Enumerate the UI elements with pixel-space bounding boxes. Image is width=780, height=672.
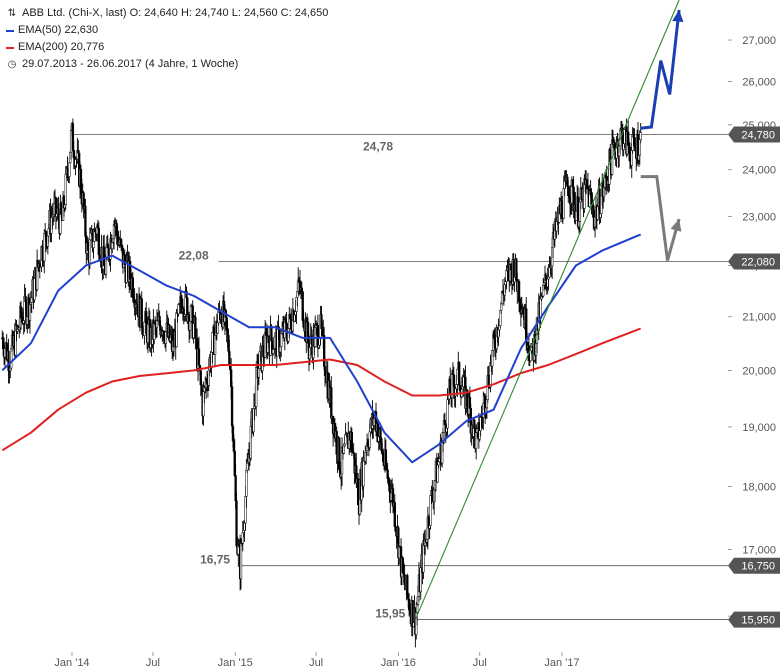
bearish-arrow [640, 175, 681, 261]
bearish-arrow-head [670, 218, 682, 232]
price-bar-body [517, 281, 521, 303]
price-tag-label: 15,950 [741, 615, 775, 627]
price-bar-body [343, 443, 346, 447]
price-bar-body [197, 348, 201, 366]
x-tick-label: Jan '16 [381, 657, 416, 669]
clock-icon: ◷ [7, 59, 17, 70]
price-bar-body [43, 233, 46, 262]
price-bar-body [338, 437, 341, 470]
price-bar-body [639, 132, 642, 140]
price-tag-label: 16,750 [741, 561, 775, 573]
price-tag [728, 126, 780, 143]
price-tag-label: 22,080 [741, 257, 775, 269]
ema50-line [1, 233, 642, 464]
ema50-swatch [6, 29, 14, 32]
price-bar-body [335, 430, 338, 455]
x-tick-label: Jan '17 [544, 657, 579, 669]
legend-ema200-text: EMA(200) 20,776 [18, 41, 105, 53]
price-tag-label: 24,780 [741, 130, 775, 142]
price-tag [728, 253, 780, 270]
price-bar-body [245, 469, 248, 497]
candlestick-icon: ⇅ [7, 8, 17, 19]
x-tick-label: Jul [146, 657, 160, 669]
y-tick-label: 18,000 [742, 481, 776, 493]
y-tick-label: 19,000 [742, 422, 776, 434]
price-bar-body [88, 239, 92, 264]
y-tick-label: 17,000 [742, 544, 776, 556]
price-bar-body [44, 231, 48, 241]
price-bar-body [473, 419, 476, 429]
bullish-arrow [640, 9, 681, 130]
price-bar-body [230, 386, 234, 427]
price-bar-body [406, 575, 409, 595]
legend-range-row: ◷ 29.07.2013 - 26.06.2017 (4 Jahre, 1 Wo… [6, 56, 328, 73]
legend-ohlc-text: ABB Ltd. (Chi-X, last) O: 24,640 H: 24,7… [22, 7, 329, 19]
legend-ohlc-row: ⇅ ABB Ltd. (Chi-X, last) O: 24,640 H: 24… [6, 5, 329, 22]
legend-range-text: 29.07.2013 - 26.06.2017 (4 Jahre, 1 Woch… [22, 58, 239, 70]
price-bar-body [30, 297, 33, 303]
y-tick-label: 26,000 [742, 77, 776, 89]
price-bar-body [280, 333, 283, 348]
level-label: 16,75 [200, 553, 230, 567]
legend-ema50-text: EMA(50) 22,630 [18, 24, 99, 36]
chart-legend: ⇅ ABB Ltd. (Chi-X, last) O: 24,640 H: 24… [6, 5, 328, 73]
price-bar-body [104, 258, 108, 275]
bullish-arrow-head [672, 9, 684, 23]
ema-lines-layer [1, 233, 642, 464]
price-bar-body [393, 502, 396, 527]
horizontal-levels-layer: 24,78 22,08 16,75 15,95 [71, 134, 728, 621]
y-tick-label: 27,000 [742, 35, 776, 47]
price-bar-body [257, 368, 261, 378]
price-bar-body [120, 244, 124, 249]
price-tag [728, 557, 780, 574]
price-bar-body [544, 274, 548, 281]
price-bar-body [211, 332, 214, 353]
x-tick-label: Jul [309, 657, 323, 669]
price-bar-body [68, 162, 71, 177]
price-bar-body [92, 241, 95, 249]
price-tag [728, 611, 780, 628]
x-tick-label: Jan '15 [218, 657, 253, 669]
level-label: 22,08 [179, 249, 209, 263]
trendline [414, 0, 680, 620]
price-bar-body [586, 185, 590, 190]
y-tick-label: 23,000 [742, 212, 776, 224]
y-tick-label: 21,000 [742, 312, 776, 324]
ema200-swatch [6, 46, 14, 49]
level-label: 24,78 [363, 140, 393, 154]
annotation-layer [414, 0, 684, 620]
time-axis-layer: Jan '14 Jul Jan '15 Jul Jan '16 Jul Jan '17 [54, 652, 580, 669]
y-tick-label: 24,000 [742, 165, 776, 177]
legend-ema200-row: EMA(200) 20,776 [6, 39, 328, 56]
x-tick-label: Jan '14 [54, 657, 89, 669]
price-bar-body [239, 542, 243, 580]
ema200-line [1, 327, 642, 452]
price-axis-layer: 27,00026,00025,00024,00023,00022,00021,0… [728, 0, 780, 672]
legend-ema50-row: EMA(50) 22,630 [6, 22, 328, 39]
price-bar-body [140, 298, 143, 328]
price-bar-body [272, 349, 275, 354]
price-bar-body [246, 462, 249, 471]
price-bar-body [330, 387, 333, 419]
price-bar-body [270, 325, 273, 342]
price-bar-body [33, 278, 36, 300]
x-tick-label: Jul [473, 657, 487, 669]
level-label: 15,95 [375, 607, 405, 621]
price-bars-layer [1, 118, 642, 648]
y-tick-label: 20,000 [742, 365, 776, 377]
price-bar-body [64, 173, 67, 205]
